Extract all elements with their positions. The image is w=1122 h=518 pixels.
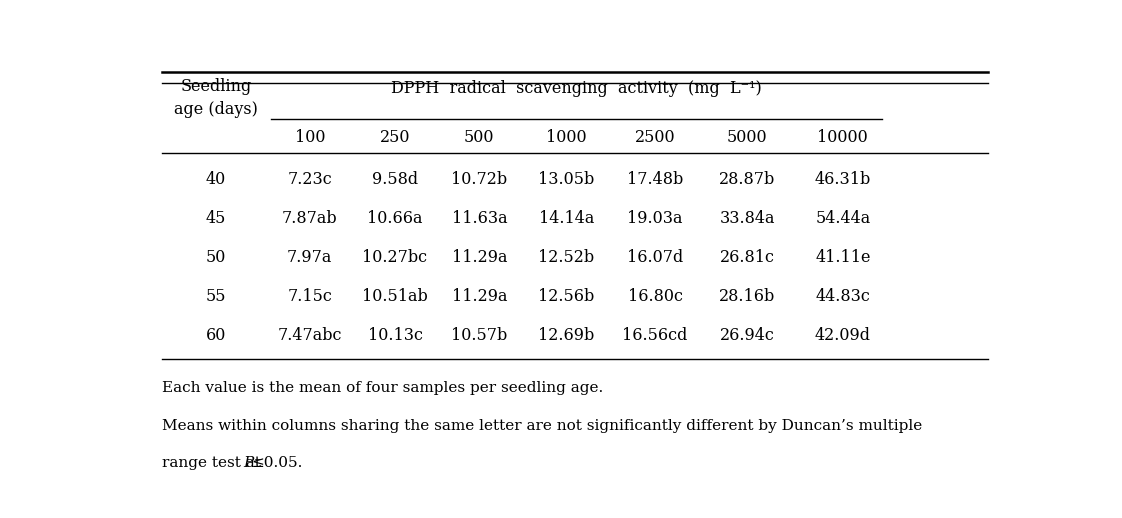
Text: 54.44a: 54.44a — [816, 210, 871, 226]
Text: 14.14a: 14.14a — [539, 210, 594, 226]
Text: 45: 45 — [205, 210, 227, 226]
Text: 250: 250 — [379, 130, 411, 147]
Text: 500: 500 — [465, 130, 495, 147]
Text: 40: 40 — [205, 170, 226, 188]
Text: 10.27bc: 10.27bc — [362, 249, 427, 266]
Text: 26.81c: 26.81c — [719, 249, 774, 266]
Text: 1000: 1000 — [546, 130, 587, 147]
Text: 2500: 2500 — [635, 130, 675, 147]
Text: 10000: 10000 — [818, 130, 868, 147]
Text: 50: 50 — [205, 249, 227, 266]
Text: 11.29a: 11.29a — [452, 288, 507, 305]
Text: 9.58d: 9.58d — [373, 170, 419, 188]
Text: 13.05b: 13.05b — [539, 170, 595, 188]
Text: 10.13c: 10.13c — [368, 327, 423, 344]
Text: 60: 60 — [205, 327, 227, 344]
Text: 41.11e: 41.11e — [815, 249, 871, 266]
Text: 12.56b: 12.56b — [539, 288, 595, 305]
Text: 55: 55 — [205, 288, 227, 305]
Text: P: P — [243, 456, 254, 470]
Text: 26.94c: 26.94c — [719, 327, 774, 344]
Text: 12.69b: 12.69b — [539, 327, 595, 344]
Text: 16.80c: 16.80c — [627, 288, 682, 305]
Text: 7.97a: 7.97a — [287, 249, 332, 266]
Text: 28.16b: 28.16b — [719, 288, 775, 305]
Text: 7.23c: 7.23c — [287, 170, 332, 188]
Text: 19.03a: 19.03a — [627, 210, 683, 226]
Text: 28.87b: 28.87b — [719, 170, 775, 188]
Text: 44.83c: 44.83c — [816, 288, 871, 305]
Text: Seedling
age (days): Seedling age (days) — [174, 78, 258, 118]
Text: 16.56cd: 16.56cd — [623, 327, 688, 344]
Text: Each value is the mean of four samples per seedling age.: Each value is the mean of four samples p… — [162, 381, 604, 395]
Text: 11.63a: 11.63a — [451, 210, 507, 226]
Text: 42.09d: 42.09d — [815, 327, 871, 344]
Text: range test at: range test at — [162, 456, 266, 470]
Text: 33.84a: 33.84a — [719, 210, 775, 226]
Text: ≤0.05.: ≤0.05. — [251, 456, 303, 470]
Text: 11.29a: 11.29a — [452, 249, 507, 266]
Text: 16.07d: 16.07d — [627, 249, 683, 266]
Text: 10.72b: 10.72b — [451, 170, 507, 188]
Text: 10.57b: 10.57b — [451, 327, 507, 344]
Text: DPPH  radical  scavenging  activity  (mg  L⁻¹): DPPH radical scavenging activity (mg L⁻¹… — [390, 80, 762, 97]
Text: 7.87ab: 7.87ab — [282, 210, 338, 226]
Text: 12.52b: 12.52b — [539, 249, 595, 266]
Text: 5000: 5000 — [727, 130, 767, 147]
Text: 100: 100 — [295, 130, 325, 147]
Text: 7.15c: 7.15c — [287, 288, 332, 305]
Text: 10.51ab: 10.51ab — [362, 288, 427, 305]
Text: Means within columns sharing the same letter are not significantly different by : Means within columns sharing the same le… — [162, 419, 922, 434]
Text: 10.66a: 10.66a — [367, 210, 423, 226]
Text: 17.48b: 17.48b — [627, 170, 683, 188]
Text: 46.31b: 46.31b — [815, 170, 871, 188]
Text: 7.47abc: 7.47abc — [277, 327, 342, 344]
